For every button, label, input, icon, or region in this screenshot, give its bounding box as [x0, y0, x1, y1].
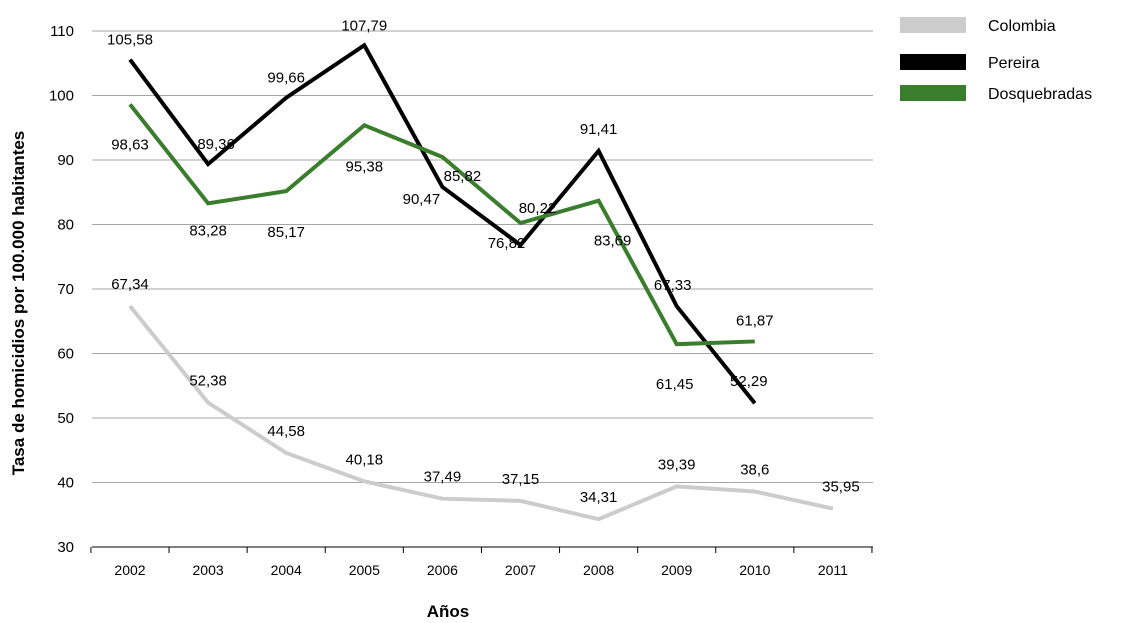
axes: 30 40 50 60 70 80 90 100 110 2002 2003 2004 2005 2006… [49, 23, 873, 578]
data-label-dosquebradas-2003: 83,28 [189, 222, 227, 239]
y-tick-label-40: 40 [57, 475, 74, 492]
y-axis-title: Tasa de homicidios por 100.000 habitante… [9, 131, 28, 476]
data-label-pereira-2007: 76,82 [488, 235, 526, 252]
y-tick-label-100: 100 [49, 88, 74, 105]
x-tick-label-2008: 2008 [583, 562, 614, 578]
legend-label-dosquebradas: Dosquebradas [988, 86, 1092, 103]
x-tick-label-2011: 2011 [818, 562, 848, 578]
y-tick-label-60: 60 [57, 346, 74, 363]
data-label-pereira-2008: 91,41 [580, 121, 618, 138]
series-lines [128, 42, 834, 522]
data-label-dosquebradas-2004: 85,17 [267, 224, 305, 241]
data-label-pereira-2002: 105,58 [107, 32, 153, 49]
x-tick-label-2006: 2006 [427, 562, 458, 578]
data-label-colombia-2008: 34,31 [580, 489, 618, 506]
legend-swatch-pereira [900, 54, 966, 70]
x-tick-label-2005: 2005 [349, 562, 380, 578]
series-line-colombia [128, 304, 834, 522]
data-labels: 67,34 52,38 44,58 40,18 37,49 37,15 34,31 39,39… [107, 17, 860, 506]
y-tick-label-80: 80 [57, 217, 74, 234]
series-line-dosquebradas [128, 103, 755, 347]
gridlines [92, 30, 873, 483]
y-tick-label-50: 50 [57, 410, 74, 427]
legend-label-pereira: Pereira [988, 55, 1040, 72]
legend-swatch-colombia [900, 17, 966, 33]
data-label-pereira-2009: 67,33 [654, 277, 692, 294]
y-tick-label-90: 90 [57, 152, 74, 169]
legend-label-colombia: Colombia [988, 18, 1056, 35]
data-label-colombia-2004: 44,58 [267, 423, 305, 440]
data-label-pereira-2010: 52,29 [730, 373, 768, 390]
data-label-colombia-2010: 38,6 [740, 462, 769, 479]
x-tick-label-2007: 2007 [505, 562, 536, 578]
data-label-dosquebradas-2007: 80,22 [519, 200, 557, 217]
x-tick-label-2009: 2009 [661, 562, 692, 578]
x-tick-label-2010: 2010 [739, 562, 770, 578]
legend: Colombia Pereira Dosquebradas [900, 17, 1092, 103]
data-label-colombia-2009: 39,39 [658, 456, 696, 473]
data-label-colombia-2007: 37,15 [502, 471, 540, 488]
y-tick-label-110: 110 [50, 23, 74, 40]
data-label-dosquebradas-2009: 61,45 [656, 376, 694, 393]
data-label-dosquebradas-2006: 90,47 [403, 191, 441, 208]
x-tick-label-2003: 2003 [193, 562, 224, 578]
data-label-dosquebradas-2005: 95,38 [346, 158, 384, 175]
y-tick-label-30: 30 [57, 539, 74, 556]
data-label-colombia-2003: 52,38 [189, 373, 227, 390]
data-label-pereira-2006: 85,82 [444, 168, 482, 185]
data-label-pereira-2005: 107,79 [341, 17, 387, 34]
data-label-colombia-2002: 67,34 [111, 276, 149, 293]
data-label-dosquebradas-2010: 61,87 [736, 312, 774, 329]
data-label-dosquebradas-2002: 98,63 [111, 136, 149, 153]
series-line-pereira [128, 42, 757, 405]
data-label-pereira-2004: 99,66 [267, 70, 305, 87]
data-label-colombia-2011: 35,95 [822, 479, 860, 496]
x-tick-label-2004: 2004 [271, 562, 302, 578]
x-axis-title: Años [427, 602, 470, 621]
y-tick-label-70: 70 [57, 281, 74, 298]
data-label-colombia-2006: 37,49 [424, 469, 462, 486]
data-label-dosquebradas-2008: 83,69 [594, 233, 632, 250]
data-label-pereira-2003: 89,36 [197, 136, 235, 153]
x-tick-label-2002: 2002 [114, 562, 145, 578]
data-label-colombia-2005: 40,18 [346, 451, 384, 468]
legend-swatch-dosquebradas [900, 85, 966, 101]
